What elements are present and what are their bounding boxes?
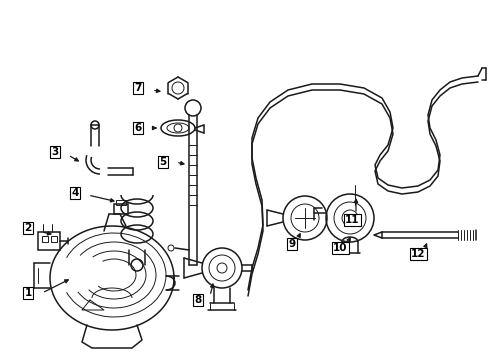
Text: 4: 4 bbox=[71, 188, 79, 198]
Bar bbox=[114, 204, 128, 214]
Text: 11: 11 bbox=[344, 215, 359, 225]
Text: 6: 6 bbox=[134, 123, 142, 133]
Text: 3: 3 bbox=[51, 147, 59, 157]
Text: 5: 5 bbox=[159, 157, 166, 167]
Text: 8: 8 bbox=[194, 295, 201, 305]
Text: 7: 7 bbox=[134, 83, 142, 93]
Text: 9: 9 bbox=[288, 239, 295, 249]
Text: 12: 12 bbox=[410, 249, 425, 259]
Bar bbox=[42, 236, 48, 242]
Bar bbox=[51, 236, 57, 242]
Text: 2: 2 bbox=[24, 223, 32, 233]
Bar bbox=[38, 232, 60, 250]
Text: 1: 1 bbox=[24, 288, 32, 298]
Text: 10: 10 bbox=[332, 243, 346, 253]
Bar bbox=[116, 200, 126, 205]
